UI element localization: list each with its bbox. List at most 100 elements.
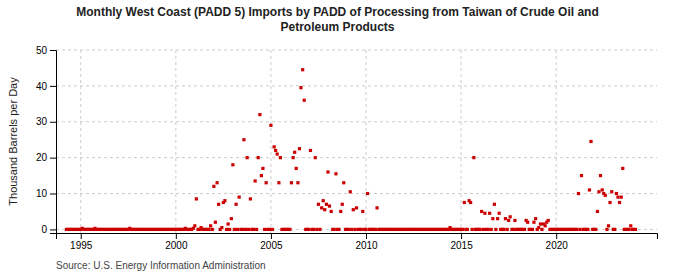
point [506, 228, 509, 231]
point [604, 194, 607, 197]
point [276, 152, 279, 155]
point [208, 228, 211, 231]
point [301, 68, 304, 71]
point [594, 228, 597, 231]
point [247, 228, 250, 231]
point [483, 212, 486, 215]
point [607, 224, 610, 227]
point [496, 217, 499, 220]
point [330, 210, 333, 213]
point [296, 181, 299, 184]
points [65, 68, 637, 231]
point [334, 172, 337, 175]
point [317, 203, 320, 206]
x-tick-mark [271, 233, 272, 239]
x-tick: 2015 [450, 233, 473, 251]
point [325, 203, 328, 206]
point [257, 156, 260, 159]
point [352, 208, 355, 211]
point [498, 212, 501, 215]
y-tick: 50 [36, 45, 56, 56]
point [466, 228, 469, 231]
point [293, 151, 296, 154]
point [472, 156, 475, 159]
point [491, 217, 494, 220]
y-tick-label: 0 [41, 224, 47, 235]
point [320, 206, 323, 209]
title-line: Monthly West Coast (PADD 5) Imports by P… [76, 5, 599, 19]
point [509, 215, 512, 218]
point [547, 219, 550, 222]
point [504, 217, 507, 220]
source: Source: U.S. Energy Information Administ… [56, 260, 266, 271]
point [597, 190, 600, 193]
point [292, 156, 295, 159]
point [634, 228, 637, 231]
title-line: Petroleum Products [280, 20, 394, 34]
point [361, 210, 364, 213]
y-tick-label: 50 [36, 45, 48, 56]
y-axis-title: Thousand Barrels per Day [7, 77, 19, 206]
y-tick: 10 [36, 188, 56, 199]
point [193, 224, 196, 227]
point [238, 196, 241, 199]
x-tick-mark [461, 233, 462, 239]
point [578, 228, 581, 231]
x-tick-label: 2000 [165, 240, 188, 251]
point [589, 140, 592, 143]
y-tick-mark [50, 122, 56, 123]
point [347, 228, 350, 231]
point [350, 228, 353, 231]
point [575, 228, 578, 231]
point [318, 228, 321, 231]
y-tick-mark [50, 50, 56, 51]
point [523, 228, 526, 231]
point [225, 228, 228, 231]
point [375, 206, 378, 209]
point [298, 147, 301, 150]
point [295, 167, 298, 170]
point [261, 167, 264, 170]
y-tick: 30 [36, 116, 56, 127]
point [512, 228, 515, 231]
y-tick: 40 [36, 81, 56, 92]
point [502, 228, 505, 231]
point [586, 228, 589, 231]
point [290, 181, 293, 184]
point [601, 188, 604, 191]
point [307, 228, 310, 231]
point [236, 228, 239, 231]
x-grid-line [175, 50, 176, 233]
point [211, 228, 214, 231]
point [532, 221, 535, 224]
x-grid-line [366, 50, 367, 233]
x-tick: 2005 [260, 233, 283, 251]
point [254, 179, 257, 182]
point [596, 210, 599, 213]
y-tick: 20 [36, 152, 56, 163]
point [269, 124, 272, 127]
x-tick: 1995 [70, 233, 93, 251]
x-grid-line [80, 50, 81, 233]
point [577, 192, 580, 195]
point [599, 174, 602, 177]
point [507, 219, 510, 222]
point [227, 222, 230, 225]
point [355, 206, 358, 209]
y-tick-mark [50, 194, 56, 195]
point [328, 204, 331, 207]
point [279, 156, 282, 159]
y-grid-line [56, 50, 657, 51]
x-tick: 2000 [165, 233, 188, 251]
point [580, 174, 583, 177]
point [469, 201, 472, 204]
point [230, 217, 233, 220]
y-tick-label: 40 [36, 81, 48, 92]
point [374, 228, 377, 231]
x-tick-mark [556, 233, 557, 239]
y-tick-label: 30 [36, 116, 48, 127]
y-grid-line [56, 157, 657, 158]
point [268, 228, 271, 231]
point [629, 224, 632, 227]
y-axis: 0 10 20 30 40 50 [36, 45, 57, 235]
